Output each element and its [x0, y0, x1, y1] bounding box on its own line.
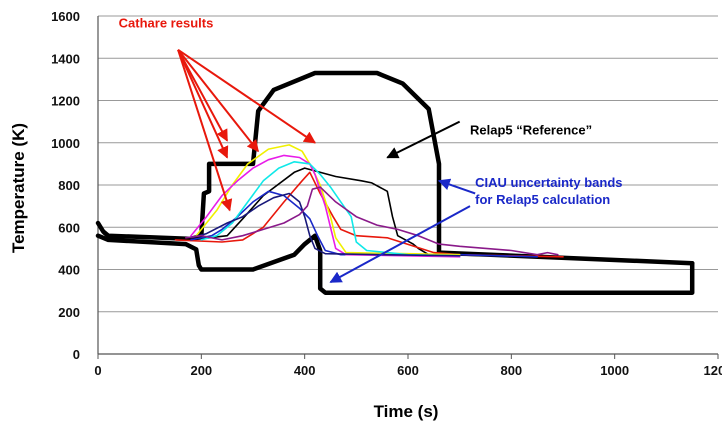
y-tick-label-1400: 1400 — [51, 51, 80, 66]
x-axis-title: Time (s) — [374, 402, 439, 421]
annotations: Cathare results Relap5 “Reference” CIAU un… — [119, 16, 623, 284]
y-tick-label-1600: 1600 — [51, 9, 80, 24]
y-tick-label-200: 200 — [58, 305, 80, 320]
x-tick-label-400: 400 — [294, 363, 316, 378]
series-cathare_yellow — [195, 144, 461, 256]
series-layer — [95, 70, 695, 295]
x-tick-label-0: 0 — [94, 363, 101, 378]
x-tick-label-800: 800 — [500, 363, 522, 378]
arrow-cathare-0 — [177, 49, 229, 142]
series-cathare_cyan — [200, 161, 461, 257]
y-axis-title: Temperature (K) — [9, 123, 28, 253]
annotation-cathare: Cathare results — [119, 16, 214, 31]
series-band_lower — [95, 233, 695, 295]
arrow-cathare-2 — [177, 49, 233, 212]
y-tick-label-0: 0 — [73, 347, 80, 362]
arrow-reference-0 — [386, 120, 461, 159]
x-tick-label-1000: 1000 — [600, 363, 629, 378]
axes — [97, 16, 719, 359]
arrow-ciau-0 — [437, 178, 476, 195]
arrow-cathare-4 — [177, 48, 316, 144]
y-tick-label-400: 400 — [58, 263, 80, 278]
annotation-ciau: CIAU uncertainty bands — [475, 175, 622, 190]
series-cathare_navy — [190, 192, 461, 257]
x-tick-label-1200: 1200 — [704, 363, 722, 378]
series-band_upper — [95, 70, 695, 266]
arrow-ciau-1 — [329, 205, 471, 284]
arrow-cathare-3 — [177, 49, 229, 159]
tick-labels: 0 200 400 600 800 1000 1200 1400 1600 0 200 400 600 8… — [51, 9, 722, 378]
x-tick-label-600: 600 — [397, 363, 419, 378]
x-tick-label-200: 200 — [190, 363, 212, 378]
series-reference — [97, 167, 564, 258]
annotation-ciau-line2: for Relap5 calculation — [475, 192, 610, 207]
y-tick-label-1200: 1200 — [51, 94, 80, 109]
grid-lines — [98, 15, 718, 313]
arrow-cathare-1 — [177, 49, 259, 153]
y-tick-label-600: 600 — [58, 220, 80, 235]
y-tick-label-800: 800 — [58, 178, 80, 193]
annotation-reference: Relap5 “Reference” — [470, 122, 592, 137]
y-tick-label-1000: 1000 — [51, 136, 80, 151]
series-cathare_purple — [185, 186, 559, 256]
series-cathare_magenta — [190, 154, 461, 258]
